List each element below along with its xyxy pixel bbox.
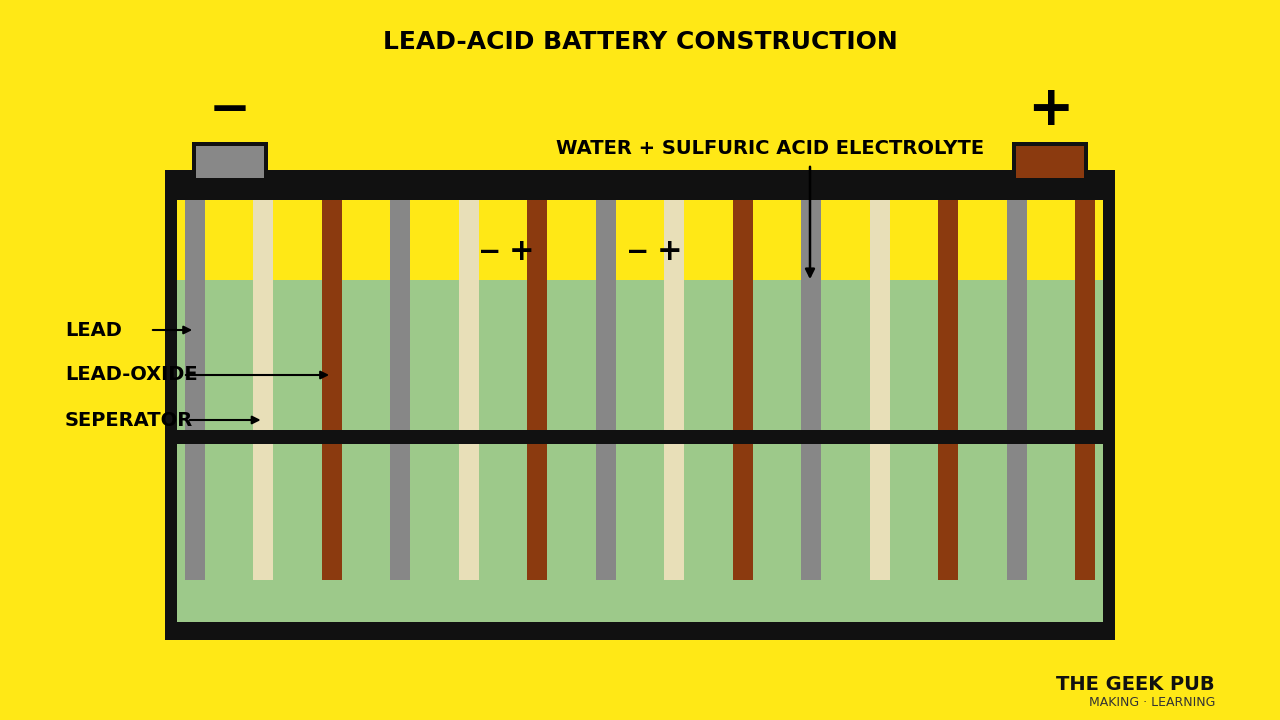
Text: LEAD-ACID BATTERY CONSTRUCTION: LEAD-ACID BATTERY CONSTRUCTION <box>383 30 897 54</box>
Text: THE GEEK PUB: THE GEEK PUB <box>1056 675 1215 695</box>
Bar <box>1075 195 1094 580</box>
Bar <box>1012 142 1088 182</box>
Bar <box>165 170 177 640</box>
Text: +: + <box>657 238 682 266</box>
Bar <box>192 142 268 182</box>
Bar <box>1103 170 1115 640</box>
Bar <box>527 195 548 580</box>
Bar <box>323 195 342 580</box>
Bar <box>595 195 616 580</box>
Text: −: − <box>209 86 251 134</box>
Text: −: − <box>626 238 650 266</box>
Bar <box>177 430 1103 444</box>
Bar <box>165 170 1115 188</box>
Bar <box>1006 195 1027 580</box>
Text: MAKING · LEARNING: MAKING · LEARNING <box>1088 696 1215 709</box>
Text: −: − <box>479 238 502 266</box>
Text: +: + <box>509 238 535 266</box>
Text: LEAD-OXIDE: LEAD-OXIDE <box>65 366 197 384</box>
Bar <box>253 195 274 580</box>
Bar <box>165 622 1115 640</box>
Text: +: + <box>1027 83 1073 137</box>
Bar <box>801 195 822 580</box>
Bar <box>186 195 205 580</box>
Bar <box>165 170 1115 200</box>
Bar <box>938 195 957 580</box>
Bar <box>177 280 1103 628</box>
Bar <box>664 195 685 580</box>
Text: SEPERATOR: SEPERATOR <box>65 410 193 430</box>
Bar <box>869 195 890 580</box>
Bar <box>732 195 753 580</box>
Bar <box>196 146 264 178</box>
Bar <box>458 195 479 580</box>
Text: LEAD: LEAD <box>65 320 122 340</box>
Bar <box>1016 146 1084 178</box>
Bar <box>390 195 411 580</box>
Text: WATER + SULFURIC ACID ELECTROLYTE: WATER + SULFURIC ACID ELECTROLYTE <box>556 138 984 158</box>
